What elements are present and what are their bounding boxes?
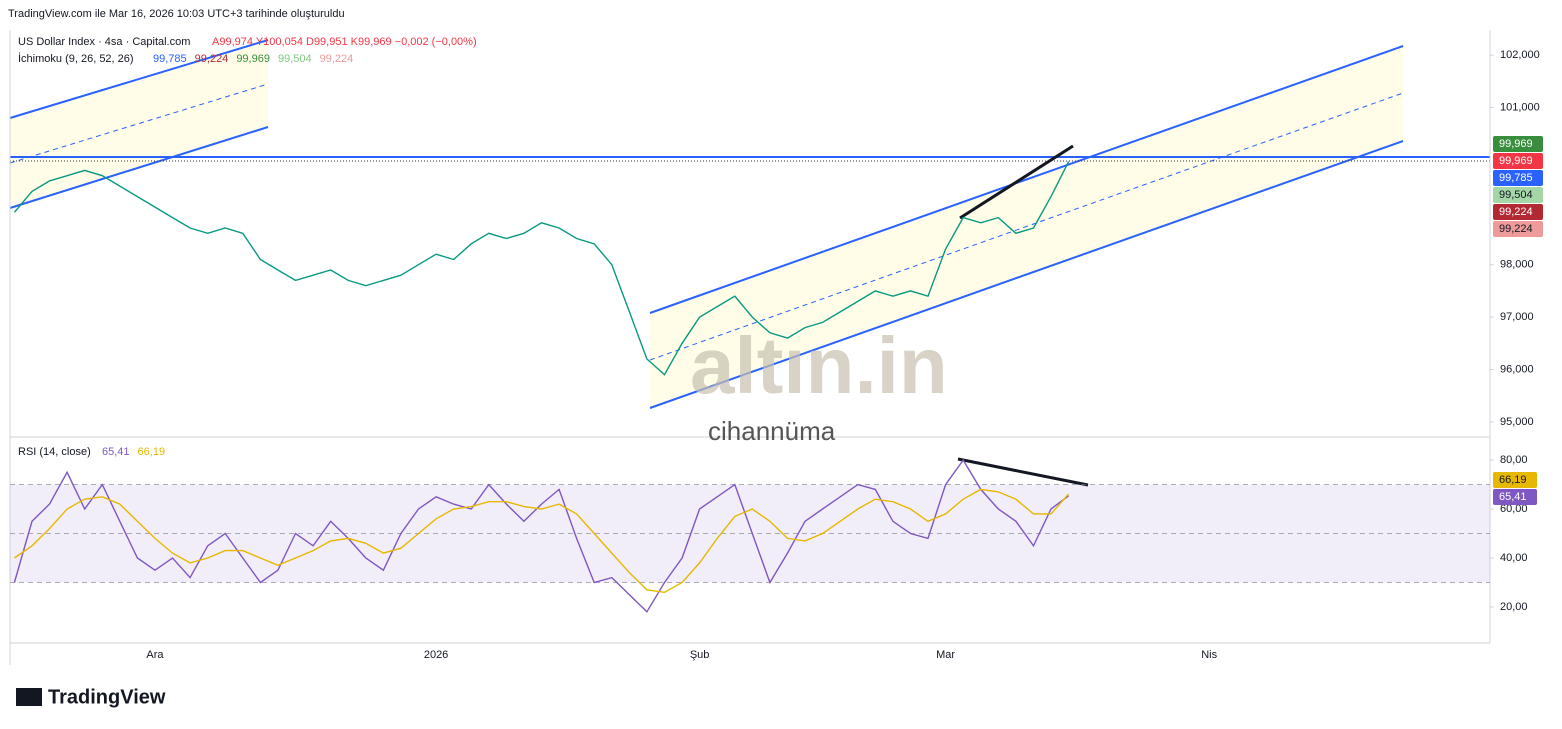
x-tick-label: Mar [936, 649, 955, 661]
price-badge [1493, 221, 1543, 237]
price-badge-label: 99,224 [1499, 223, 1533, 235]
y-tick-label: 95,000 [1500, 416, 1534, 428]
value-badge-label: 66,19 [1499, 474, 1527, 486]
x-tick-label: Nis [1201, 649, 1217, 661]
price-badge [1493, 170, 1543, 186]
y-tick-label: 20,00 [1500, 601, 1528, 613]
symbol-label: US Dollar Index · 4sa · Capital.com [18, 36, 190, 48]
indicator-value: 99,224 [195, 53, 229, 65]
price-badge [1493, 187, 1543, 203]
channel-line [649, 45, 1404, 314]
indicator-value: 99,504 [278, 53, 312, 65]
x-tick-label: Ara [146, 649, 164, 661]
trend-line [959, 144, 1074, 220]
y-tick-label: 98,000 [1500, 259, 1534, 271]
channel-fill [10, 40, 268, 208]
x-tick-label: 2026 [424, 649, 448, 661]
channel-line [9, 126, 269, 209]
brand-logo [16, 688, 42, 706]
watermark: altın.in [690, 321, 948, 410]
value-badge [1493, 472, 1537, 488]
series-line [13, 161, 1070, 376]
indicator-label: İchimoku (9, 26, 52, 26) [18, 52, 134, 65]
channel-line [649, 140, 1404, 409]
price-badge-label: 99,969 [1499, 138, 1533, 150]
legend-value: 65,41 [102, 446, 130, 458]
price-badge-label: 99,224 [1499, 206, 1533, 218]
price-badge-label: 99,504 [1499, 189, 1533, 201]
series-line [13, 458, 1070, 613]
y-tick-label: 97,000 [1500, 311, 1534, 323]
ohlc-label: A99,974 Y100,054 D99,951 K99,969 −0,002 … [212, 36, 477, 48]
indicator-value: 99,969 [236, 53, 270, 65]
price-badge [1493, 136, 1543, 152]
value-badge-label: 65,41 [1499, 491, 1527, 503]
y-tick-label: 102,000 [1500, 49, 1540, 61]
x-tick-label: Şub [690, 649, 710, 661]
y-tick-label: 40,00 [1500, 552, 1528, 564]
indicator-value: 99,224 [320, 53, 354, 65]
watermark-sub: cihannüma [708, 416, 836, 446]
brand: TradingView [48, 686, 166, 708]
channel-mid [649, 92, 1404, 361]
y-tick-label: 80,00 [1500, 454, 1528, 466]
channel-line [9, 39, 269, 119]
legend-value: 66,19 [138, 446, 166, 458]
price-badge-label: 99,785 [1499, 172, 1533, 184]
y-tick-label: 96,000 [1500, 363, 1534, 375]
trend-line [957, 457, 1089, 487]
price-badge-label: 99,969 [1499, 155, 1533, 167]
value-badge [1493, 489, 1537, 505]
price-badge [1493, 204, 1543, 220]
series-line [14, 488, 1070, 594]
caption: TradingView.com ile Mar 16, 2026 10:03 U… [8, 8, 345, 20]
price-badge [1493, 153, 1543, 169]
rsi-label: RSI (14, close) [18, 446, 91, 458]
indicator-value: 99,785 [153, 53, 187, 65]
y-tick-label: 60,00 [1500, 503, 1528, 515]
y-tick-label: 101,000 [1500, 101, 1540, 113]
